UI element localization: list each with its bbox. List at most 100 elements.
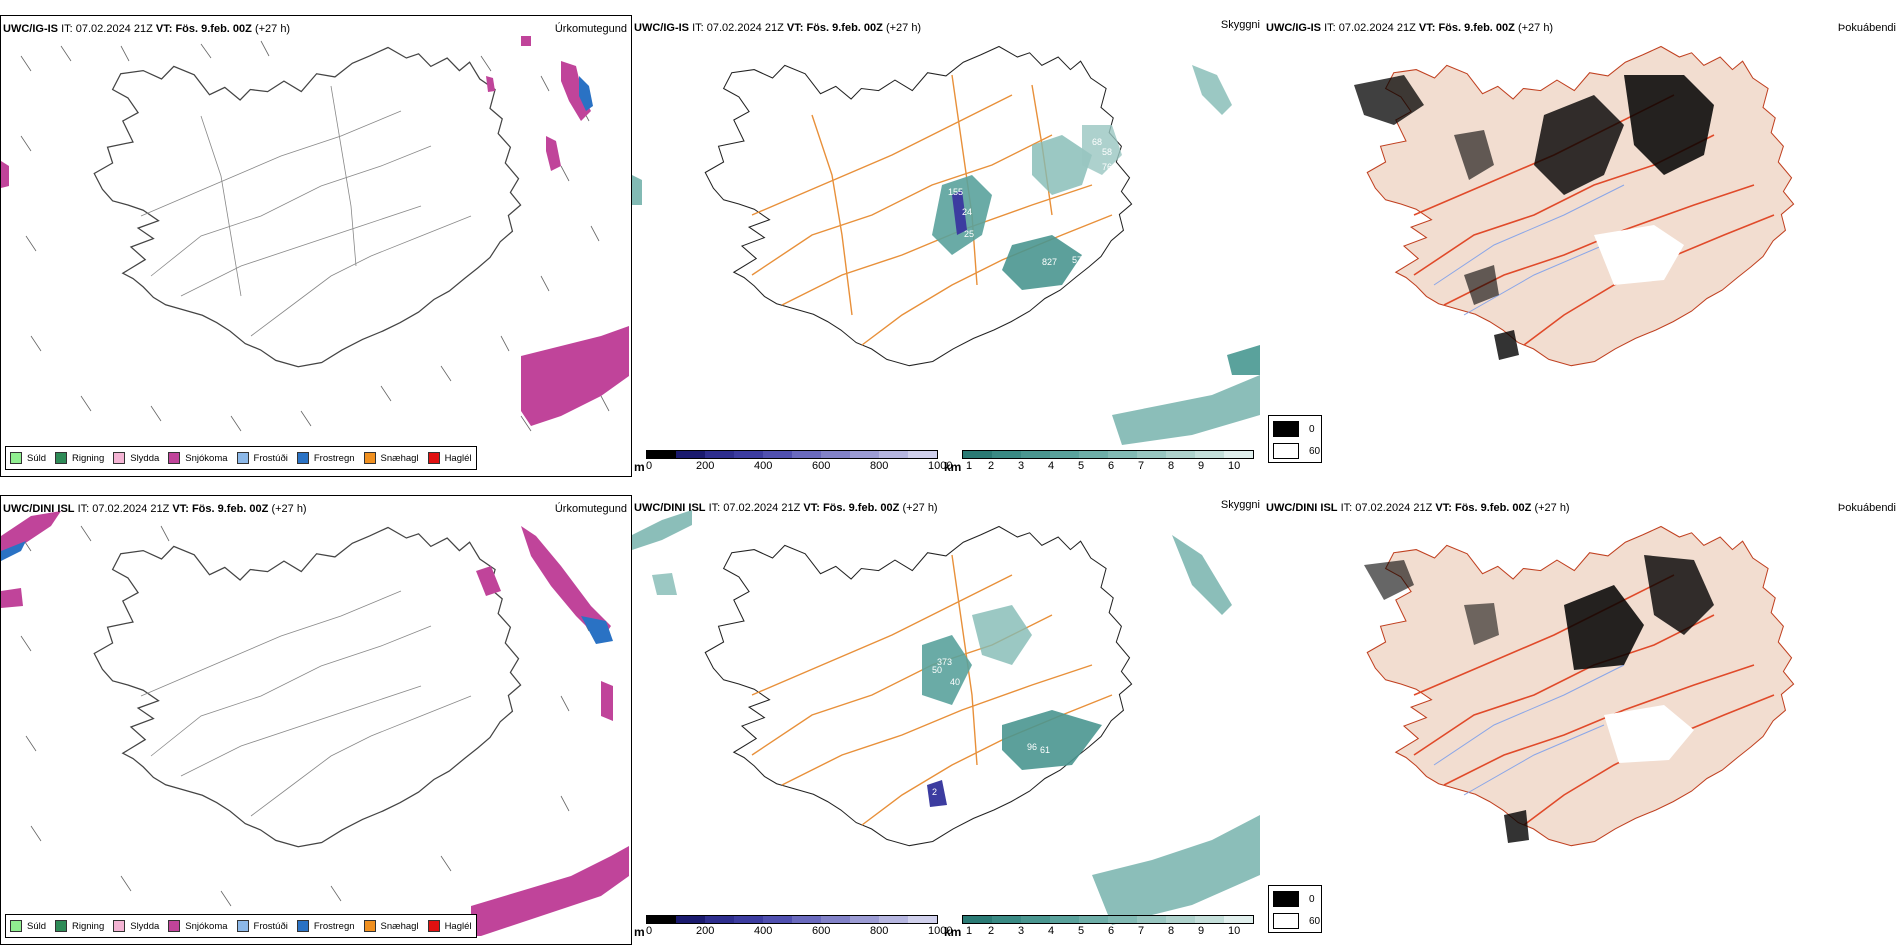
colorbar-cell [963,451,992,458]
visibility-fields [632,510,1260,925]
colorbar-cell [850,916,879,923]
colorbar-m: m 0 200 400 600 800 1000 [634,913,952,943]
colorbar-strip [646,915,938,924]
visibility-value-label: 45 [1057,637,1067,647]
fog-legend-label: 60 [1309,445,1321,457]
legend-label: Slydda [130,452,160,464]
visibility-value-label: 50 [1137,172,1147,182]
colorbar-tick: 5 [1078,460,1085,472]
road-lines [751,74,1113,346]
legend-swatch [236,920,249,932]
colorbar-cell [705,451,734,458]
colorbar-tick: 800 [870,460,889,472]
panel-title: Skyggni [1220,499,1260,511]
colorbar-cell [879,451,908,458]
colorbar-tick: 3 [1018,925,1025,937]
colorbar-cell [850,451,879,458]
panel-title: Þokuábendi [1837,502,1896,514]
map-visibility-top: 155 24 25 827 576 58 50 68 76 [632,45,1260,445]
legend-item: Frostregn [296,920,355,932]
legend-swatch [236,452,249,464]
colorbar-cell [647,451,676,458]
colorbar-tick: 200 [696,460,715,472]
header-bottom-precip: UWC/DINI ISL IT: 07.02.2024 21Z VT: Fös.… [3,503,307,515]
legend-label: Rigning [72,920,105,932]
colorbar-tick: 4 [1048,460,1055,472]
legend-label: Snjókoma [185,920,228,932]
map-precip-bottom [1,511,629,936]
legend-label: Slydda [130,920,160,932]
colorbar-cell [1166,451,1195,458]
colorbar-cell [1137,451,1166,458]
panel-title: Skyggni [1220,19,1260,31]
panel-precip-type-top: UWC/IG-IS IT: 07.02.2024 21Z VT: Fös. 9.… [0,15,632,477]
colorbar-km: km 1 2 3 4 5 6 7 8 9 10 [944,913,1254,943]
legend-label: Frostúði [253,920,288,932]
legend-item: Rigning [55,452,104,464]
legend-swatch [168,920,181,932]
colorbar-cell [763,451,792,458]
panel-fog-top: UWC/IG-IS IT: 07.02.2024 21Z VT: Fös. 9.… [1264,15,1900,477]
colorbar-tick: 2 [988,925,995,937]
visibility-value-label: 50 [932,665,942,675]
colorbar-cell [1021,916,1050,923]
visibility-value-label: 576 [1072,255,1087,265]
colorbar-cell [1195,451,1224,458]
snow-areas [1,36,629,426]
visibility-value-label: 52 [1042,622,1052,632]
legend-item: Snjókoma [168,452,228,464]
colorbar-strip [962,450,1254,459]
colorbar-tick: 9 [1198,925,1205,937]
fog-fields [1364,555,1714,843]
colorbar-tick: 400 [754,925,773,937]
visibility-value-label: 76 [1102,162,1112,172]
legend-label: Rigning [72,452,105,464]
colorbar-cell [676,916,705,923]
colorbar-tick: 0 [646,460,653,472]
colorbar-strip [646,450,938,459]
colorbar-cell [992,916,1021,923]
visibility-value-label: 155 [948,187,963,197]
road-lines [140,85,472,337]
legend-item: Snæhagl [363,452,419,464]
colorbar-unit: km [944,460,962,474]
header-top-visibility: UWC/IG-IS IT: 07.02.2024 21Z VT: Fös. 9.… [634,22,922,34]
colorbar-tick: 1000 [928,925,953,937]
colorbar-cell [734,451,763,458]
colorbar-cell [1050,916,1079,923]
legend-label: Súld [27,452,47,464]
colorbar-tick: 2 [988,460,995,472]
colorbar-cell [792,451,821,458]
legend-item: Snæhagl [363,920,419,932]
fog-legend-row: 60 [1273,913,1320,929]
colorbar-cell [1195,916,1224,923]
colorbar-tick: 600 [812,460,831,472]
legend-label: Frostregn [313,452,355,464]
legend-item: Frostúði [236,920,288,932]
legend-item: Slydda [113,452,159,464]
legend-label: Snæhagl [380,920,419,932]
legend-swatch [363,452,376,464]
colorbar-cell [963,916,992,923]
colorbar-cell [879,916,908,923]
colorbar-tick: 6 [1108,460,1115,472]
colorbar-cell [792,916,821,923]
visibility-value-label: 25 [964,229,974,239]
fog-legend-row: 0 [1273,891,1315,907]
colorbar-tick: 3 [1018,460,1025,472]
colorbar-tick: 9 [1198,460,1205,472]
colorbar-cell [821,451,850,458]
colorbar-cell [763,916,792,923]
fog-legend: 0 60 [1268,885,1322,933]
panel-title: Þokuábendi [1837,22,1896,34]
panel-visibility-bottom: 373 40 50 27 96 61 52 45 2 UWC/DINI ISL IT: 07.0… [632,495,1264,945]
map-precip-top [1,36,629,432]
fog-legend-label: 60 [1309,915,1321,927]
colorbar-cell [1021,451,1050,458]
legend-label: Snæhagl [380,452,419,464]
panel-precip-type-bottom: UWC/DINI ISL IT: 07.02.2024 21Z VT: Fös.… [0,495,632,945]
colorbar-tick: 6 [1108,925,1115,937]
legend-item: Haglél [427,452,472,464]
legend-label: Frostúði [253,452,288,464]
colorbar-cell [734,916,763,923]
